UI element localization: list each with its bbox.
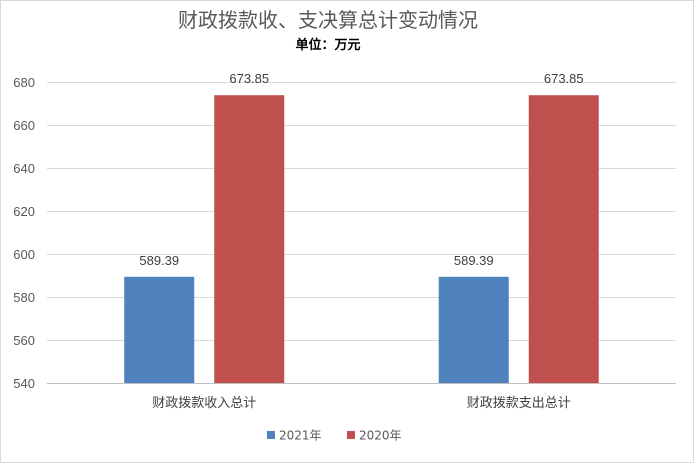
y-tick-label: 580 <box>13 290 35 305</box>
y-tick-label: 640 <box>13 161 35 176</box>
bar <box>214 95 285 383</box>
data-labels: 589.39 673.85 589.39 673.85 <box>139 71 583 268</box>
chart-subtitle: 单位：万元 <box>295 37 360 53</box>
bar <box>124 276 195 383</box>
data-label: 589.39 <box>139 253 179 268</box>
x-category-label: 财政拨款支出总计 <box>467 396 571 411</box>
y-axis-ticks: 540 560 580 600 620 640 660 680 <box>13 75 35 391</box>
bar <box>438 276 509 383</box>
bar <box>528 95 599 383</box>
legend-swatch <box>267 431 275 439</box>
y-tick-label: 660 <box>13 118 35 133</box>
legend-label: 2021年 <box>279 429 322 443</box>
data-label: 673.85 <box>229 71 269 86</box>
bars <box>124 95 599 383</box>
legend: 2021年 2020年 <box>267 429 402 443</box>
y-tick-label: 540 <box>13 376 35 391</box>
y-tick-label: 680 <box>13 75 35 90</box>
x-axis-categories: 财政拨款收入总计 财政拨款支出总计 <box>152 396 571 411</box>
x-category-label: 财政拨款收入总计 <box>152 396 256 411</box>
chart-title: 财政拨款收、支决算总计变动情况 <box>178 8 478 32</box>
y-tick-label: 600 <box>13 247 35 262</box>
y-tick-label: 620 <box>13 204 35 219</box>
legend-swatch <box>347 431 355 439</box>
data-label: 673.85 <box>544 71 584 86</box>
legend-label: 2020年 <box>359 429 402 443</box>
data-label: 589.39 <box>454 253 494 268</box>
y-tick-label: 560 <box>13 333 35 348</box>
